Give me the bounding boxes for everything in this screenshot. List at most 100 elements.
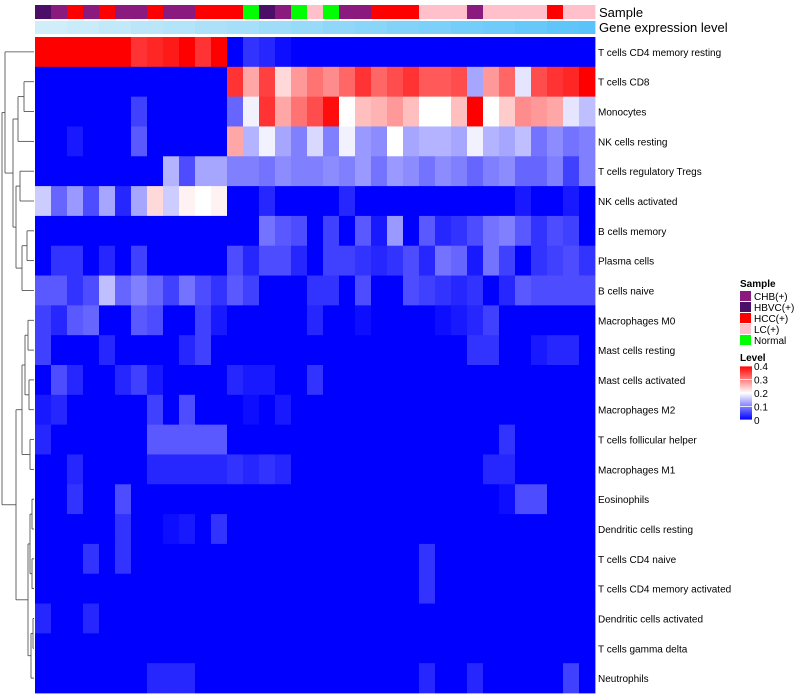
heatmap-cell <box>211 454 228 485</box>
heatmap-cell <box>83 186 100 217</box>
heatmap-cell <box>131 365 148 396</box>
sample-legend-title: Sample <box>740 279 776 290</box>
heatmap-cell <box>291 663 308 694</box>
heatmap-cell <box>339 394 356 426</box>
heatmap-cell <box>531 215 548 247</box>
heatmap-cell <box>259 514 276 545</box>
heatmap-cell <box>483 514 500 545</box>
row-label: Monocytes <box>598 108 646 119</box>
heatmap-cell <box>355 335 372 366</box>
heatmap-cell <box>211 66 228 98</box>
heatmap-cell <box>67 66 84 98</box>
heatmap-cell <box>227 305 244 336</box>
heatmap-cell <box>115 663 132 694</box>
heatmap-cell <box>259 633 276 664</box>
heatmap-cell <box>403 245 420 276</box>
heatmap-cell <box>211 37 228 68</box>
heatmap-cell <box>403 215 420 247</box>
heatmap-cell <box>83 156 100 187</box>
heatmap-cell <box>435 156 452 187</box>
heatmap-cell <box>355 126 372 157</box>
heatmap-cell <box>419 186 436 217</box>
heatmap-cell <box>547 66 564 98</box>
heatmap-cell <box>467 305 484 336</box>
heatmap-cell <box>387 514 404 545</box>
heatmap-cell <box>147 484 164 515</box>
heatmap-cell <box>339 543 356 575</box>
heatmap-cell <box>339 186 356 217</box>
heatmap-cell <box>195 186 212 217</box>
heatmap-cell <box>403 514 420 545</box>
heatmap-cell <box>67 454 84 485</box>
heatmap-cell <box>547 543 564 575</box>
heatmap-cell <box>499 66 516 98</box>
heatmap-cell <box>163 633 180 664</box>
heatmap-cell <box>451 275 468 306</box>
heatmap-cell <box>179 484 196 515</box>
heatmap-cell <box>547 424 564 455</box>
heatmap-cell <box>467 215 484 247</box>
heatmap-cell <box>323 96 340 127</box>
sample-annotation-cell <box>339 5 356 19</box>
heatmap-cell <box>259 275 276 306</box>
heatmap-cell <box>451 394 468 426</box>
expression-annotation-cell <box>547 21 564 34</box>
heatmap-cell <box>115 514 132 545</box>
heatmap-cell <box>99 484 116 515</box>
heatmap-cell <box>515 215 532 247</box>
heatmap-cell <box>547 633 564 664</box>
heatmap-cell <box>35 245 52 276</box>
heatmap-cell <box>355 573 372 604</box>
heatmap-cell <box>499 543 516 575</box>
heatmap-cell <box>163 484 180 515</box>
heatmap-cell <box>355 514 372 545</box>
heatmap-cell <box>531 633 548 664</box>
row-label: B cells naive <box>598 286 655 297</box>
heatmap-cell <box>403 573 420 604</box>
heatmap-cell <box>531 275 548 306</box>
heatmap-cell <box>51 66 68 98</box>
heatmap-cell <box>563 603 580 634</box>
heatmap-cell <box>387 365 404 396</box>
heatmap-cell <box>403 126 420 157</box>
expression-annotation-cell <box>243 21 260 34</box>
sample-annotation-cell <box>211 5 228 19</box>
heatmap-cell <box>403 275 420 306</box>
heatmap-cell <box>307 305 324 336</box>
heatmap-cell <box>131 66 148 98</box>
heatmap-cell <box>259 365 276 396</box>
heatmap-cell <box>467 156 484 187</box>
heatmap-cell <box>515 66 532 98</box>
heatmap-cell <box>147 573 164 604</box>
heatmap-cell <box>51 573 68 604</box>
heatmap-cell <box>515 305 532 336</box>
heatmap-cell <box>179 424 196 455</box>
heatmap-cell <box>579 514 596 545</box>
heatmap-cell <box>403 96 420 127</box>
heatmap-cell <box>211 156 228 187</box>
heatmap-cell <box>323 126 340 157</box>
heatmap-cell <box>531 96 548 127</box>
heatmap-cell <box>227 394 244 426</box>
heatmap-cell <box>483 96 500 127</box>
heatmap-cell <box>195 365 212 396</box>
heatmap-cell <box>483 156 500 187</box>
heatmap-cell <box>195 573 212 604</box>
heatmap-cell <box>99 543 116 575</box>
heatmap-cell <box>51 305 68 336</box>
heatmap-cell <box>531 484 548 515</box>
expression-annotation-label: Gene expression level <box>599 20 728 35</box>
heatmap-cell <box>83 603 100 634</box>
heatmap-cell <box>259 424 276 455</box>
heatmap-cell <box>387 633 404 664</box>
expression-annotation-cell <box>531 21 548 34</box>
heatmap-cell <box>67 543 84 575</box>
heatmap-cell <box>307 424 324 455</box>
row-label: T cells follicular helper <box>598 436 697 447</box>
heatmap-cell <box>323 66 340 98</box>
heatmap-cell <box>483 126 500 157</box>
expression-annotation-cell <box>355 21 372 34</box>
sample-annotation-cell <box>163 5 180 19</box>
heatmap-cell <box>179 305 196 336</box>
level-tick-label: 0.3 <box>754 376 768 387</box>
